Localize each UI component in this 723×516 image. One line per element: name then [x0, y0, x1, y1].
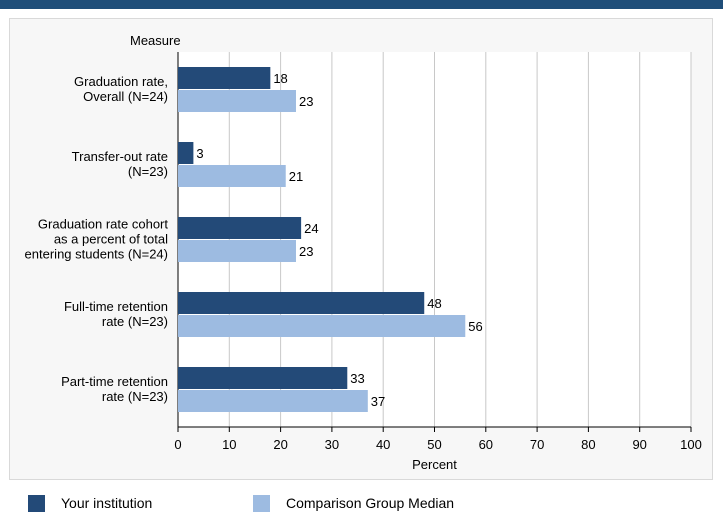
category-label: Full-time retention rate (N=23): [64, 299, 168, 329]
bar-comparison-median: [178, 240, 296, 262]
header-accent-bar: [0, 0, 723, 9]
data-label-comparison-median: 56: [468, 319, 482, 334]
legend-label-your-institution: Your institution: [61, 495, 153, 511]
bar-chart: 0 10 20 30 40 50 60 70 80 90 100 Measure Percent Grad…: [25, 33, 702, 472]
legend-swatch-your-institution: [28, 494, 45, 512]
category-label: Graduation rate cohort as a percent of to…: [25, 217, 169, 262]
data-label-your-institution: 3: [196, 146, 203, 161]
x-tick-label: 70: [530, 437, 544, 452]
x-tick-label: 0: [174, 437, 181, 452]
y-axis-title: Measure: [130, 33, 181, 48]
category-label: Transfer-out rate (N=23): [72, 149, 168, 179]
data-label-your-institution: 18: [273, 71, 287, 86]
x-tick-label: 100: [680, 437, 702, 452]
x-tick-label: 10: [222, 437, 236, 452]
legend-label-comparison-median: Comparison Group Median: [286, 495, 455, 511]
data-label-comparison-median: 23: [299, 94, 313, 109]
bar-comparison-median: [178, 165, 286, 187]
data-label-your-institution: 48: [427, 296, 441, 311]
data-label-comparison-median: 23: [299, 244, 313, 259]
legend-item-your-institution: Your institution: [28, 490, 152, 516]
x-tick-label: 90: [632, 437, 646, 452]
bar-your-institution: [178, 67, 271, 89]
data-label-comparison-median: 21: [289, 169, 303, 184]
bar-your-institution: [178, 142, 194, 164]
bar-your-institution: [178, 292, 425, 314]
category-label: Part-time retention rate (N=23): [61, 374, 168, 404]
x-tick-label: 40: [376, 437, 390, 452]
x-tick-label: 20: [273, 437, 287, 452]
chart-legend: Your institution Comparison Group Median: [0, 490, 723, 516]
x-axis-title: Percent: [412, 457, 457, 472]
bar-comparison-median: [178, 315, 466, 337]
chart-panel: 0 10 20 30 40 50 60 70 80 90 100 Measure Percent Grad…: [9, 18, 713, 480]
bar-comparison-median: [178, 90, 296, 112]
data-label-your-institution: 24: [304, 221, 318, 236]
x-tick-label: 80: [581, 437, 595, 452]
x-tick-label: 30: [325, 437, 339, 452]
bar-your-institution: [178, 217, 302, 239]
data-label-your-institution: 33: [350, 371, 364, 386]
category-label: Graduation rate, Overall (N=24): [74, 74, 168, 104]
x-tick-label: 60: [479, 437, 493, 452]
bar-your-institution: [178, 367, 348, 389]
legend-swatch-comparison-median: [253, 494, 270, 512]
x-tick-label: 50: [427, 437, 441, 452]
legend-item-comparison-median: Comparison Group Median: [253, 490, 454, 516]
data-label-comparison-median: 37: [371, 394, 385, 409]
bar-comparison-median: [178, 390, 368, 412]
